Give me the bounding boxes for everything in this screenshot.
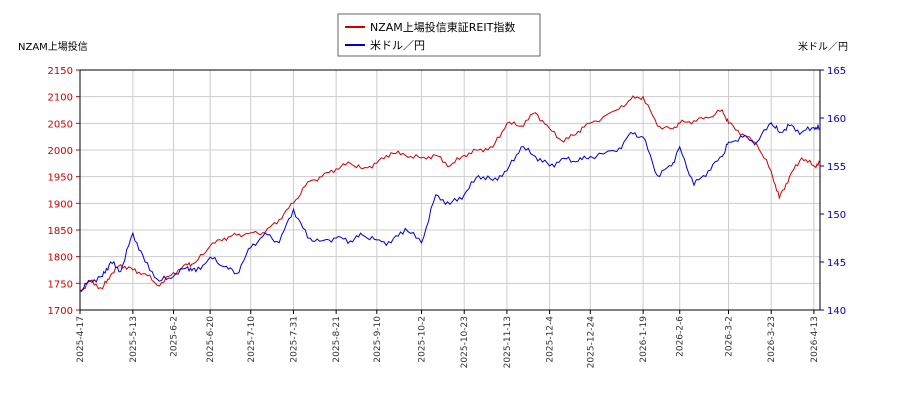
- right-axis-title: 米ドル／円: [798, 40, 848, 53]
- legend: NZAM上場投信東証REIT指数 米ドル／円: [337, 13, 541, 57]
- right-axis: 140 145 150 155 160 165: [820, 66, 846, 317]
- series-layer: [79, 95, 821, 292]
- x-tick-label: 2025-7-31: [289, 316, 299, 363]
- legend-box: [337, 13, 541, 57]
- x-tick-label: 2026-2-6: [676, 316, 686, 357]
- x-tick-label: 2025-4-17: [76, 316, 86, 363]
- x-axis: 2025-4-17 2025-5-13 2025-6-2 2025-6-20 2025-…: [76, 310, 820, 368]
- legend-label-reit: NZAM上場投信東証REIT指数: [370, 20, 515, 34]
- left-tick-label: 2050: [48, 119, 73, 130]
- x-tick-label: 2025-6-20: [206, 316, 216, 363]
- right-tick-label: 160: [827, 114, 846, 125]
- x-tick-label: 2025-8-21: [332, 316, 342, 363]
- right-tick-label: 155: [827, 162, 846, 173]
- plot-area-border: [79, 69, 821, 311]
- x-tick-label: 2025-10-2: [418, 316, 428, 363]
- x-tick-label: 2025-10-23: [460, 316, 470, 368]
- x-tick-label: 2025-9-10: [373, 316, 383, 363]
- left-tick-label: 1750: [48, 279, 73, 290]
- left-tick-label: 1700: [48, 306, 73, 317]
- x-tick-label: 2025-12-4: [546, 316, 556, 363]
- right-tick-label: 140: [827, 306, 846, 317]
- x-tick-label: 2026-3-2: [725, 316, 735, 357]
- x-tick-label: 2026-4-13: [810, 316, 820, 363]
- right-tick-label: 165: [827, 66, 846, 77]
- x-tick-label: 2025-5-13: [129, 316, 139, 363]
- x-tick-label: 2025-12-24: [586, 316, 596, 369]
- left-tick-label: 1950: [48, 173, 73, 184]
- left-tick-label: 2150: [48, 66, 73, 77]
- x-tick-label: 2025-11-13: [503, 316, 513, 368]
- x-tick-label: 2025-7-10: [247, 316, 257, 363]
- left-tick-label: 1800: [48, 253, 73, 264]
- left-axis-title: NZAM上場投信: [18, 40, 88, 53]
- left-axis: 1700 1750 1800 1850 1900 1950 2000 2050 2100 2150: [48, 66, 80, 317]
- right-tick-label: 150: [827, 210, 846, 221]
- series-line-0: [79, 95, 821, 292]
- x-tick-label: 2025-6-2: [170, 316, 180, 357]
- legend-label-usdjpy: 米ドル／円: [370, 39, 425, 52]
- left-tick-label: 1900: [48, 199, 73, 210]
- left-tick-label: 2100: [48, 93, 73, 104]
- x-tick-label: 2026-1-19: [639, 316, 649, 363]
- x-tick-label: 2026-3-23: [767, 316, 777, 363]
- right-tick-label: 145: [827, 258, 846, 269]
- left-tick-label: 1850: [48, 226, 73, 237]
- left-tick-label: 2000: [48, 146, 73, 157]
- series-line-1: [79, 122, 821, 292]
